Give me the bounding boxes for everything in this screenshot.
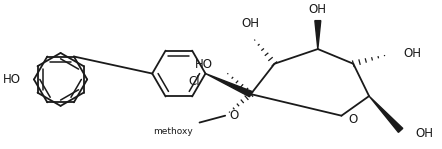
Text: methoxy: methoxy — [153, 127, 193, 136]
Polygon shape — [315, 21, 321, 49]
Polygon shape — [369, 96, 403, 132]
Polygon shape — [206, 74, 252, 97]
Text: OH: OH — [415, 127, 434, 140]
Text: O: O — [229, 109, 238, 122]
Text: OH: OH — [309, 3, 327, 16]
Text: OH: OH — [242, 17, 260, 30]
Text: O: O — [348, 113, 358, 126]
Text: OH: OH — [404, 47, 422, 60]
Text: HO: HO — [195, 58, 213, 71]
Text: HO: HO — [3, 73, 21, 86]
Text: Cl: Cl — [188, 75, 200, 88]
